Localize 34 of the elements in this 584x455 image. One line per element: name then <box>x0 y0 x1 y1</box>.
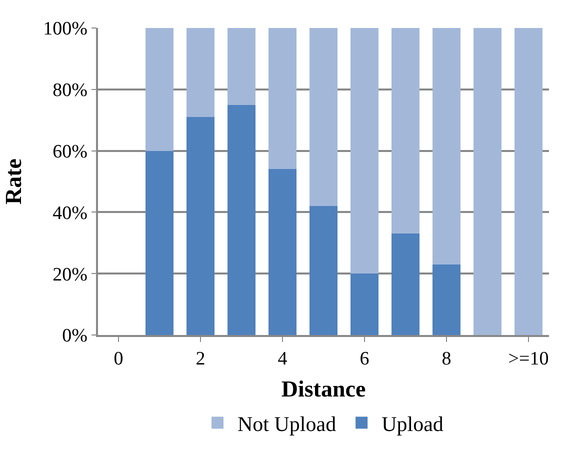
y-tick-label: 100% <box>43 18 88 40</box>
bar <box>514 28 542 335</box>
bar <box>310 28 338 206</box>
bar <box>146 150 174 335</box>
bar <box>228 104 256 335</box>
bar <box>350 274 378 335</box>
y-axis-title: Rate <box>1 158 26 204</box>
x-axis-title: Distance <box>281 376 366 402</box>
x-tick-label: 6 <box>360 348 370 370</box>
bar <box>392 234 420 335</box>
legend-label: Upload <box>382 412 444 436</box>
bar <box>392 28 420 234</box>
y-tick-label: 80% <box>52 80 88 102</box>
bar <box>310 206 338 335</box>
bar <box>146 28 174 151</box>
x-tick-label: 4 <box>278 348 288 370</box>
bar <box>186 117 214 335</box>
bar <box>350 28 378 274</box>
bar <box>432 28 460 264</box>
bar <box>474 28 502 335</box>
y-tick-label: 20% <box>52 264 88 286</box>
x-tick-label: 2 <box>196 348 206 370</box>
bar <box>186 28 214 118</box>
bar <box>268 28 296 170</box>
bar <box>228 28 256 105</box>
legend-label: Not Upload <box>238 412 337 436</box>
bar <box>268 169 296 335</box>
x-tick-label: 0 <box>114 348 124 370</box>
bar <box>432 264 460 335</box>
x-tick-label: >=10 <box>508 348 549 370</box>
y-tick-label: 60% <box>52 141 88 162</box>
y-tick-label: 40% <box>52 202 88 224</box>
y-tick-label: 0% <box>62 326 88 347</box>
x-tick-label: 8 <box>442 348 452 370</box>
